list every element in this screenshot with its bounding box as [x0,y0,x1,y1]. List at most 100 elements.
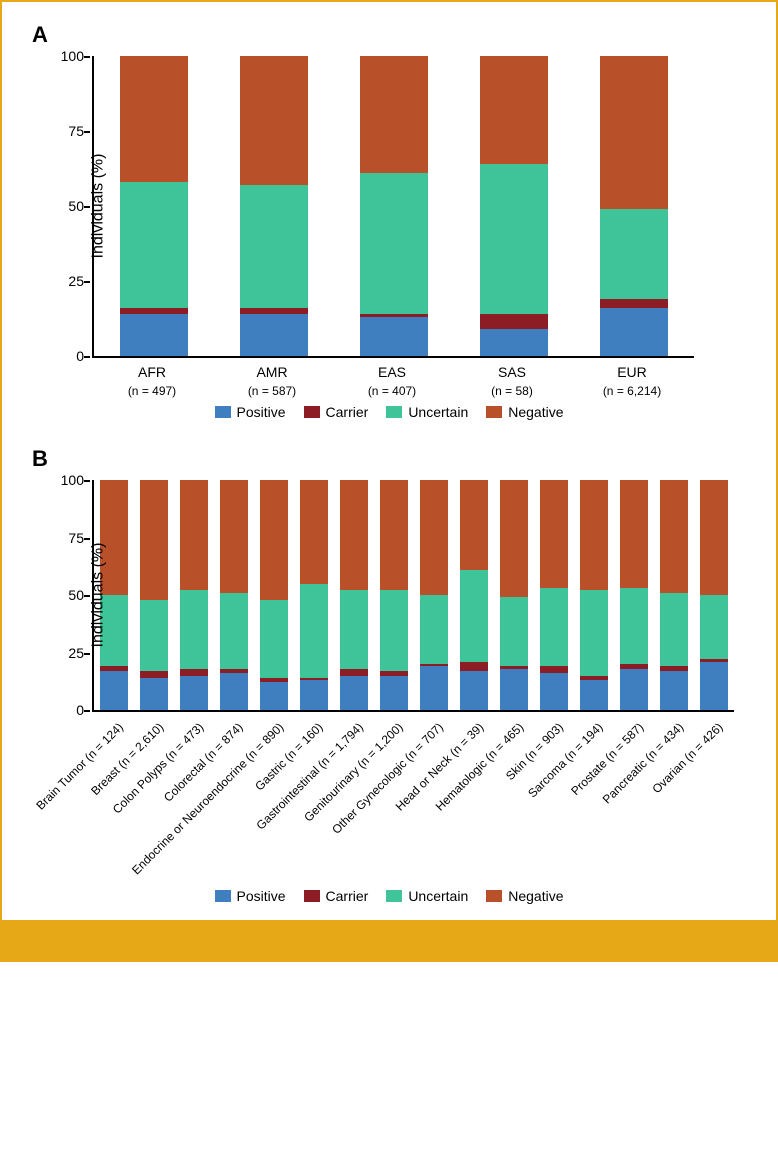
bar-segment-uncertain [140,600,169,671]
accent-footer [2,920,776,960]
legend-label: Positive [237,404,286,420]
bar-segment-carrier [140,671,169,678]
xlabel: AFR [107,364,197,380]
stacked-bar [240,56,308,356]
bar-segment-uncertain [260,600,289,678]
ytick: 25 [52,273,84,289]
bar-slot [617,480,651,710]
bar-segment-positive [500,669,529,710]
bar-segment-negative [660,480,689,593]
bar-segment-positive [460,671,489,710]
bar-slot [377,480,411,710]
bar-segment-uncertain [340,590,369,668]
xlabel: Breast (n = 2,610) [88,720,166,798]
bar-segment-uncertain [460,570,489,662]
bar-slot [469,56,559,356]
bar-segment-positive [260,682,289,710]
panel-a-legend: Positive Carrier Uncertain Negative [32,404,746,420]
bar-segment-uncertain [360,173,428,314]
legend-label: Negative [508,404,563,420]
stacked-bar [700,480,729,710]
xlabel-sub: (n = 407) [347,384,437,398]
stacked-bar [140,480,169,710]
legend-item-carrier: Carrier [304,404,369,420]
ytick: 100 [52,48,84,64]
legend-label: Uncertain [408,404,468,420]
bar-segment-negative [180,480,209,590]
legend-item-positive: Positive [215,888,286,904]
bar-segment-carrier [600,299,668,308]
ytick: 50 [52,587,84,603]
bar-segment-positive [360,317,428,356]
bar-segment-uncertain [480,164,548,314]
bar-segment-negative [580,480,609,590]
bar-slot [229,56,319,356]
stacked-bar [480,56,548,356]
legend-item-positive: Positive [215,404,286,420]
ytick: 75 [52,123,84,139]
bar-segment-carrier [180,669,209,676]
xlabel-sub: (n = 587) [227,384,317,398]
bar-segment-uncertain [600,209,668,299]
bar-slot [457,480,491,710]
xlabel-slot: AFR (n = 497) [107,358,197,398]
bar-segment-uncertain [540,588,569,666]
bar-slot [497,480,531,710]
bar-segment-negative [380,480,409,590]
xlabel: Sarcoma (n = 194) [525,720,605,800]
panel-a: A Individuals (%) 0255075100 AFR(n = 497… [2,2,776,436]
legend-item-uncertain: Uncertain [386,888,468,904]
bar-segment-uncertain [380,590,409,671]
bar-segment-negative [120,56,188,182]
panel-a-xlabels: AFR(n = 497)AMR(n = 587)EAS(n = 407)SAS(… [92,358,692,398]
xlabel: Ovarian (n = 426) [650,720,726,796]
legend-item-uncertain: Uncertain [386,404,468,420]
bar-slot [537,480,571,710]
xlabel-sub: (n = 58) [467,384,557,398]
bar-segment-negative [360,56,428,173]
bar-segment-carrier [540,666,569,673]
bar-segment-carrier [460,662,489,671]
page: A Individuals (%) 0255075100 AFR(n = 497… [0,0,778,962]
xlabel-slot: AMR (n = 587) [227,358,317,398]
bar-segment-positive [340,676,369,711]
xlabel: AMR [227,364,317,380]
panel-b-ylabel: Individuals (%) [89,543,107,648]
legend-swatch [215,890,231,902]
stacked-bar [360,56,428,356]
bar-segment-negative [260,480,289,600]
stacked-bar [540,480,569,710]
bar-segment-positive [120,314,188,356]
xlabel: EAS [347,364,437,380]
panel-a-chart: Individuals (%) 0255075100 AFR(n = 497)A… [92,56,746,398]
bar-segment-uncertain [220,593,249,669]
legend-label: Positive [237,888,286,904]
bar-segment-positive [620,669,649,710]
bar-segment-uncertain [180,590,209,668]
xlabel: EUR [587,364,677,380]
bar-segment-negative [140,480,169,600]
legend-swatch [386,890,402,902]
bar-segment-negative [300,480,329,584]
stacked-bar [620,480,649,710]
bar-segment-uncertain [420,595,449,664]
stacked-bar [120,56,188,356]
bar-slot [657,480,691,710]
bar-slot [697,480,731,710]
panel-b-bars [94,480,734,710]
xlabel-sub: (n = 497) [107,384,197,398]
bar-segment-uncertain [580,590,609,675]
bar-slot [177,480,211,710]
xlabel: Prostate (n = 587) [568,720,646,798]
stacked-bar [460,480,489,710]
stacked-bar [260,480,289,710]
legend-item-negative: Negative [486,404,563,420]
stacked-bar [380,480,409,710]
stacked-bar [600,56,668,356]
legend-swatch [304,406,320,418]
legend-item-carrier: Carrier [304,888,369,904]
bar-segment-positive [380,676,409,711]
bar-slot [417,480,451,710]
panel-b-xlabels: Brain Tumor (n = 124)Breast (n = 2,610)C… [92,712,732,882]
legend-swatch [304,890,320,902]
